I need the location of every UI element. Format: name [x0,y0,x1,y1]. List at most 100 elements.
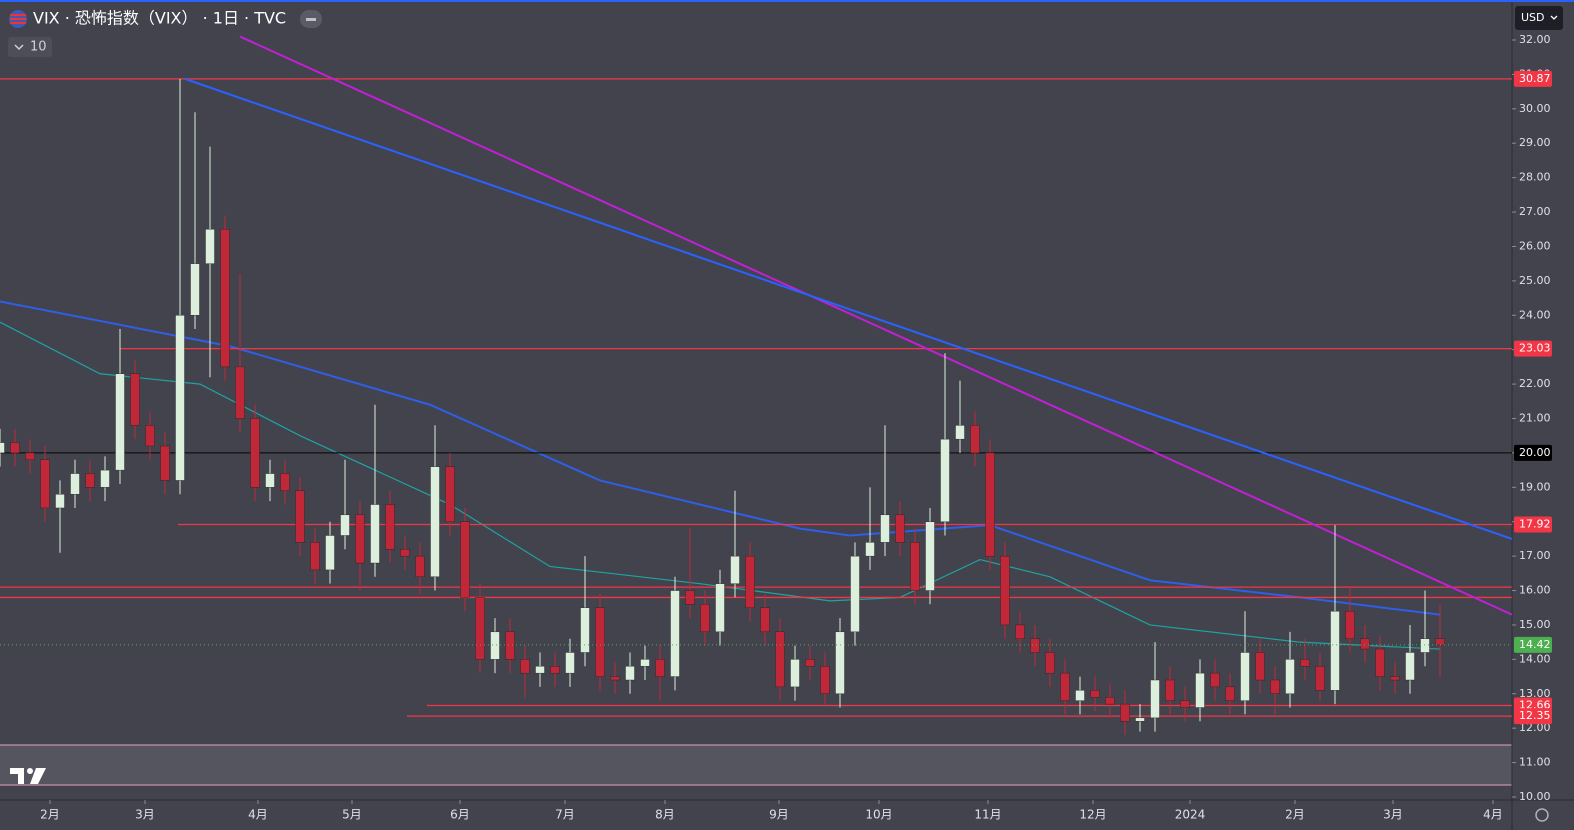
candle-body [925,521,935,591]
candle-body [430,466,440,577]
price-tag-label: 20.00 [1519,446,1551,459]
candle-body [385,504,395,550]
candle-body [715,583,725,633]
candle-body [1195,672,1205,708]
candle-body [1015,624,1025,639]
candle-body [1420,638,1430,653]
candle-body [190,263,200,316]
candle-body [865,542,875,557]
candle-body [205,229,215,264]
candle-body [880,514,890,543]
price-tag-label: 12.35 [1519,709,1551,722]
currency-button[interactable] [1515,6,1563,30]
candle-body [655,659,665,677]
symbol-title[interactable]: VIX · 恐怖指数（VIX） · 1日 · TVC [33,9,286,28]
candle-body [520,659,530,674]
candle-body [550,666,560,674]
candle-body [985,452,995,557]
candle-body [1060,672,1070,701]
candle-body [940,438,950,522]
lower-pane [0,745,1512,785]
candle-body [145,425,155,447]
y-tick-label: 25.00 [1519,274,1551,287]
x-tick-label: 10月 [865,808,892,822]
candle-body [700,604,710,633]
plot: 10.00 11.00 12.00 13.00 14.00 15.00 16.00 17.00… [0,33,1552,822]
candle-body [1180,700,1190,708]
candle-body [70,473,80,495]
tv-logo [10,768,46,784]
candle-body [955,425,965,440]
candle-body [565,652,575,674]
candle-body [280,473,290,491]
x-tick-label: 11月 [974,808,1001,822]
candle-body [1255,652,1265,681]
candle-body [85,473,95,488]
candle-body [1405,652,1415,681]
interval-count: 10 [30,40,47,55]
x-tick-label: 3月 [135,808,155,822]
candle-body [820,666,830,694]
chevron [1550,15,1558,20]
price-tag [1514,340,1552,357]
y-tick-label: 12.00 [1519,721,1551,734]
y-tick-label: 15.00 [1519,618,1551,631]
y-tick-label: 19.00 [1519,480,1551,493]
candle-body [775,631,785,688]
candle-body [1315,666,1325,691]
candle-body [895,514,905,543]
candle-body [505,631,515,660]
candle-body [1105,697,1115,705]
candle-body [130,373,140,426]
y-tick-label: 32.00 [1519,33,1551,46]
price-tag [1514,70,1552,87]
candle-body [1075,690,1085,701]
moving-average [0,300,1441,616]
x-tick-label: 7月 [555,808,575,822]
candle-body [790,659,800,688]
x-tick-label: 9月 [769,808,789,822]
flag-stripes [10,14,26,24]
candle-body [535,666,545,674]
price-tag [1514,708,1552,725]
price-tag [1514,444,1552,461]
candle-body [1435,638,1445,646]
price-tag-label: 23.03 [1519,342,1551,355]
candle-body [175,315,185,481]
x-tick-label: 12月 [1079,808,1106,822]
y-tick-label: 29.00 [1519,136,1551,149]
logo-part [30,768,46,784]
x-tick-label: 2月 [1285,808,1305,822]
indicator-chip[interactable] [8,37,52,57]
x-tick-label: 2024 [1175,808,1206,822]
candle-body [235,366,245,419]
candle-body [745,555,755,608]
candle-body [685,590,695,605]
last-price-label: 14.42 [1519,638,1551,651]
candle-body [0,442,5,454]
candle-body [1090,690,1100,698]
candle-body [1375,648,1385,677]
x-tick-label: 4月 [1483,808,1503,822]
candle-body [1000,555,1010,626]
candle-body [250,418,260,488]
candle-body [490,631,500,660]
y-tick-label: 11.00 [1519,756,1551,769]
candle-body [850,555,860,633]
candle-body [25,452,35,460]
candle-body [670,590,680,677]
x-tick-label: 3月 [1383,808,1403,822]
x-tick-label: 4月 [248,808,268,822]
trend-line [239,35,1513,616]
settings-icon[interactable] [1535,808,1549,822]
collapse-icon [306,18,316,21]
candle-body [100,469,110,488]
candle-body [1165,679,1175,701]
candle-body [1240,652,1250,701]
candle-body [730,555,740,584]
price-tag [1514,516,1552,533]
candle-body [910,542,920,591]
y-tick-label: 13.00 [1519,687,1551,700]
